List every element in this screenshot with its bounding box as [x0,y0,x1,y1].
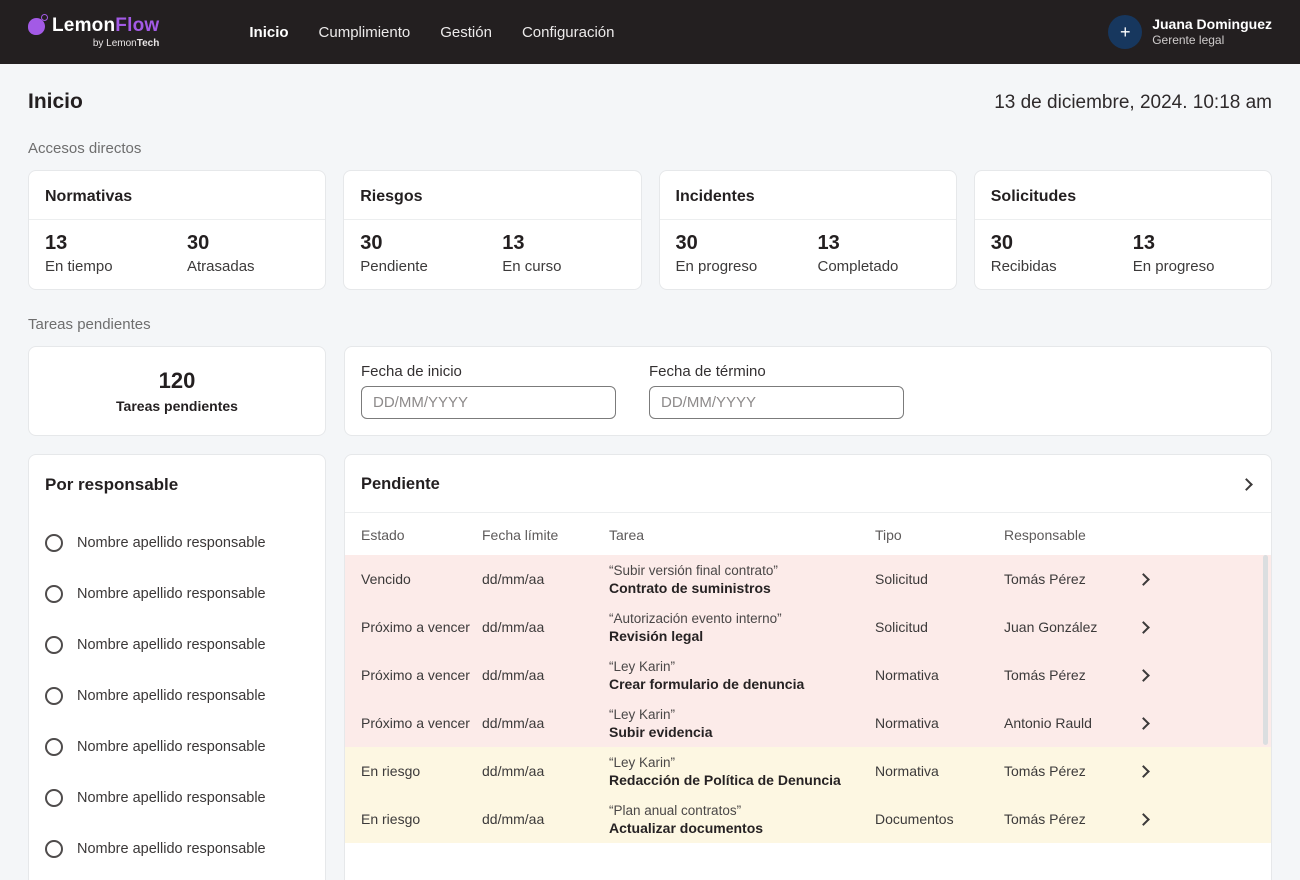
chevron-right-icon[interactable] [1137,812,1150,826]
table-row[interactable]: En riesgo dd/mm/aa “Plan anual contratos… [345,795,1271,843]
end-date-label: Fecha de término [649,363,766,380]
card-riesgos[interactable]: Riesgos 30 Pendiente 13 En curso [343,170,642,290]
table-row[interactable]: Próximo a vencer dd/mm/aa “Ley Karin” Sub… [345,699,1271,747]
card-title: Normativas [45,188,133,205]
start-date-label: Fecha de inicio [361,363,462,380]
chevron-right-icon[interactable] [1137,620,1150,634]
responsible-option[interactable]: Nombre apellido responsable [45,619,309,670]
card-incidentes[interactable]: Incidentes 30 En progreso 13 Completado [658,170,957,290]
stat: 13 En progreso [1132,232,1215,275]
stat: 30 Recibidas [990,232,1057,275]
brand-byline: by LemonTech [92,38,160,49]
responsible-option[interactable]: Nombre apellido responsable [45,568,309,619]
nav-item-cumplimiento[interactable]: Cumplimiento [318,23,411,41]
table-scrollbar[interactable] [1263,555,1268,745]
table-row[interactable]: En riesgo dd/mm/aa “Ley Karin” Redacción … [345,747,1271,795]
tasks-section-label: Tareas pendientes [28,316,151,333]
brand-logo[interactable]: LemonFlow by LemonTech [28,13,160,49]
radio-icon[interactable] [45,635,63,654]
stat: 13 Completado [817,232,899,275]
card-title: Incidentes [675,188,755,205]
user-menu[interactable]: + Juana Dominguez Gerente legal [1108,15,1272,49]
card-solicitudes[interactable]: Solicitudes 30 Recibidas 13 En progreso [973,170,1272,290]
card-title: Solicitudes [990,188,1077,205]
radio-icon[interactable] [45,839,63,858]
user-name: Juana Dominguez [1152,15,1272,32]
table-column-headers: Estado Fecha límite Tarea Tipo Responsab… [361,527,1086,543]
chevron-right-icon[interactable] [1137,716,1150,730]
table-row[interactable]: Vencido dd/mm/aa “Subir versión final co… [345,555,1271,603]
card-normativas[interactable]: Normativas 13 En tiempo 30 Atrasadas [28,170,327,290]
by-responsible-title: Por responsable [45,475,179,494]
radio-icon[interactable] [45,737,63,756]
user-avatar[interactable]: + [1108,15,1143,49]
stat: 13 En tiempo [45,232,113,275]
responsible-option[interactable]: Nombre apellido responsable [45,721,309,772]
user-role: Gerente legal [1152,33,1225,48]
table-row[interactable]: Próximo a vencer dd/mm/aa “Autorización … [345,603,1271,651]
chevron-right-icon[interactable] [1137,764,1150,778]
nav-item-configuracion[interactable]: Configuración [521,23,615,41]
card-title: Riesgos [360,188,423,205]
shortcut-cards-row: Normativas 13 En tiempo 30 Atrasadas Rie… [28,170,1272,290]
pending-table-card: Pendiente Estado Fecha límite Tarea Tipo… [344,454,1272,880]
page-title: Inicio [28,90,83,113]
pending-tasks-count-card: 120 Tareas pendientes [28,346,326,436]
responsible-option[interactable]: Nombre apellido responsable [45,823,309,874]
table-row[interactable]: Próximo a vencer dd/mm/aa “Ley Karin” Cre… [345,651,1271,699]
date-filter-card: Fecha de inicio Fecha de término [344,346,1272,436]
stat: 13 En curso [502,232,562,275]
start-date-input[interactable] [361,386,616,419]
pending-table-title: Pendiente [361,475,440,493]
top-navbar: LemonFlow by LemonTech Inicio Cumplimien… [0,0,1300,64]
radio-icon[interactable] [45,788,63,807]
stat: 30 Atrasadas [187,232,255,275]
nav-item-gestion[interactable]: Gestión [440,23,492,41]
main-nav: Inicio Cumplimiento Gestión Configuració… [249,24,614,41]
responsible-option[interactable]: Nombre apellido responsable [45,670,309,721]
page-datetime: 13 de diciembre, 2024. 10:18 am [994,92,1272,113]
radio-icon[interactable] [45,584,63,603]
pending-tasks-count-label: Tareas pendientes [116,398,238,414]
end-date-input[interactable] [649,386,904,419]
stat: 30 Pendiente [360,232,428,275]
nav-item-inicio[interactable]: Inicio [249,23,289,41]
radio-icon[interactable] [45,533,63,552]
stat: 30 En progreso [675,232,758,275]
chevron-right-icon[interactable] [1240,478,1253,491]
pending-tasks-count: 120 [158,368,196,393]
responsible-option[interactable]: Nombre apellido responsable [45,772,309,823]
chevron-right-icon[interactable] [1137,668,1150,682]
lemon-icon [28,13,48,35]
by-responsible-card: Por responsable Nombre apellido responsa… [28,454,326,880]
chevron-right-icon[interactable] [1137,572,1150,586]
shortcuts-section-label: Accesos directos [28,140,142,157]
radio-icon[interactable] [45,686,63,705]
responsible-option[interactable]: Nombre apellido responsable [45,517,309,568]
brand-name: LemonFlow [52,15,160,36]
